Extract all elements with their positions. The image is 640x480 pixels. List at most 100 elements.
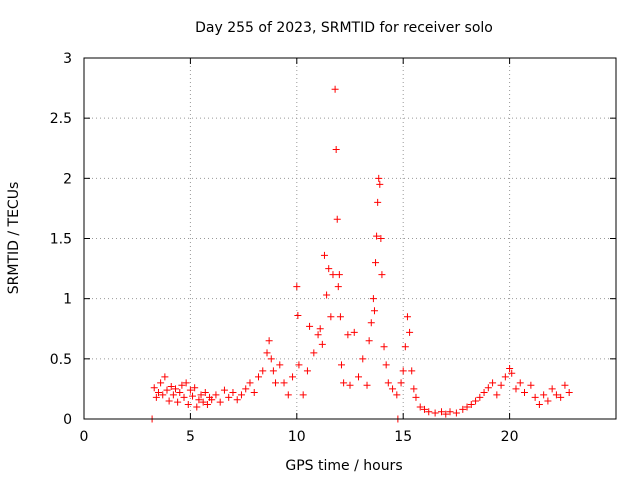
data-point: [399, 367, 407, 375]
data-point: [467, 401, 475, 409]
data-point: [306, 322, 314, 330]
data-point: [420, 405, 428, 413]
data-point: [212, 391, 220, 399]
data-point: [225, 393, 233, 401]
data-point: [374, 198, 382, 206]
data-point: [365, 337, 373, 345]
data-point: [442, 410, 450, 418]
data-point: [476, 393, 484, 401]
data-point: [497, 381, 505, 389]
data-point: [272, 379, 280, 387]
data-point: [325, 265, 333, 273]
data-point: [346, 381, 354, 389]
data-point: [280, 379, 288, 387]
data-point: [250, 389, 258, 397]
data-point: [267, 355, 275, 363]
data-point: [269, 367, 277, 375]
data-point: [544, 397, 552, 405]
data-point: [242, 385, 250, 393]
y-tick-label: 3: [63, 51, 72, 67]
data-point: [367, 319, 375, 327]
data-point: [159, 391, 167, 399]
data-point: [520, 389, 528, 397]
data-point: [389, 385, 397, 393]
grid: [84, 58, 616, 419]
data-point: [452, 409, 460, 417]
y-axis-label: SRMTID / TECUs: [6, 182, 22, 295]
data-point: [425, 408, 433, 416]
y-tick-label: 1: [63, 292, 72, 308]
data-point: [548, 385, 556, 393]
data-point: [401, 343, 409, 351]
data-point: [169, 391, 177, 399]
x-tick-label: 15: [394, 429, 412, 445]
data-point: [186, 386, 194, 394]
data-point: [172, 385, 180, 393]
data-point: [363, 381, 371, 389]
data-point: [565, 389, 573, 397]
data-point: [438, 408, 446, 416]
data-point: [157, 379, 165, 387]
data-point: [182, 379, 190, 387]
data-point: [276, 361, 284, 369]
data-point: [373, 232, 381, 240]
data-point: [516, 379, 524, 387]
data-point: [334, 283, 342, 291]
y-tick-label: 1.5: [50, 232, 72, 248]
data-point: [406, 328, 414, 336]
plot-frame: [83, 57, 617, 420]
data-point: [359, 355, 367, 363]
data-point: [284, 391, 292, 399]
data-point: [229, 389, 237, 397]
data-point: [184, 401, 192, 409]
data-point: [369, 295, 377, 303]
data-point: [295, 361, 303, 369]
data-point: [193, 403, 201, 411]
data-point: [289, 373, 297, 381]
data-point: [294, 312, 302, 320]
x-tick-label: 20: [501, 429, 519, 445]
data-point: [189, 392, 197, 400]
data-point: [265, 337, 273, 345]
data-point: [254, 373, 262, 381]
data-point: [199, 398, 207, 406]
data-point: [480, 389, 488, 397]
data-point: [263, 349, 271, 357]
data-point: [323, 291, 331, 299]
data-point: [463, 403, 471, 411]
data-point: [493, 391, 501, 399]
data-point: [335, 271, 343, 279]
y-tick-label: 0: [63, 412, 72, 428]
data-point: [203, 401, 211, 409]
data-point: [512, 385, 520, 393]
data-point: [408, 367, 416, 375]
data-point: [380, 343, 388, 351]
data-point: [299, 391, 307, 399]
data-point: [416, 403, 424, 411]
data-point: [154, 389, 162, 397]
data-point: [540, 391, 548, 399]
y-tick-label: 2: [63, 171, 72, 187]
data-point: [535, 401, 543, 409]
data-point: [459, 405, 467, 413]
data-point: [329, 271, 337, 279]
data-point: [384, 379, 392, 387]
data-point: [397, 379, 405, 387]
data-point: [167, 383, 175, 391]
data-point: [259, 367, 267, 375]
x-axis-label: GPS time / hours: [285, 458, 402, 474]
data-point: [377, 235, 385, 242]
data-point: [350, 328, 358, 336]
data-point: [489, 379, 497, 387]
y-tick-label: 2.5: [50, 111, 72, 127]
x-tick-label: 5: [186, 429, 195, 445]
chart-title: Day 255 of 2023, SRMTID for receiver sol…: [195, 20, 493, 36]
data-point: [378, 271, 386, 279]
data-point: [161, 373, 169, 381]
data-point: [208, 396, 216, 404]
data-point: [180, 393, 188, 401]
data-point: [246, 379, 254, 387]
data-point: [410, 385, 418, 393]
